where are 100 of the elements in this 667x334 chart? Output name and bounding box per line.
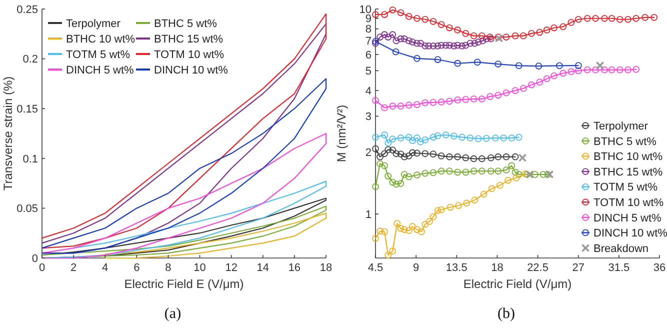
point [384,146,392,154]
point [454,153,461,160]
point [470,168,478,174]
point [409,137,416,144]
point [414,150,420,157]
point [494,92,502,99]
point [515,170,522,178]
point [389,102,396,110]
x-tick-label: 12 [225,262,238,274]
legend-label: TOTM 10 wt% [594,196,664,209]
point [462,30,470,37]
y-tick-label: 1 [365,208,372,221]
point [392,48,400,56]
x-tick-label: 8 [165,262,172,274]
point [414,54,420,62]
point [528,81,535,88]
x-axis-title: Electric Field (V/μm) [463,277,572,291]
point [409,222,416,230]
point [405,227,412,234]
point [409,38,416,46]
point [455,202,462,209]
point [474,135,482,142]
point [512,87,519,94]
point [376,153,384,160]
point [438,206,445,214]
x-tick-label: 2 [70,262,77,274]
y-tick-label: 3 [365,111,372,124]
point [584,66,591,74]
point [450,42,458,50]
point [508,162,516,170]
point [405,102,412,108]
point [550,72,558,80]
x-tick-label: 4.5 [368,262,384,274]
point [508,134,516,142]
point [454,42,461,49]
point [397,150,404,158]
y-tick-label: 0 [32,252,38,265]
point [543,75,550,82]
point [397,180,404,187]
point [446,168,453,174]
point [458,134,466,141]
point [384,252,392,259]
point [568,68,575,76]
legend-label: DINCH 10 wt% [154,64,228,76]
point [422,136,429,144]
point [446,153,453,160]
x-tick-label: 14 [256,262,270,274]
point [434,207,442,214]
point [624,16,632,23]
point [632,14,640,22]
point [474,58,481,66]
x-tick-label: 18 [320,262,332,274]
point [389,31,396,38]
point [372,134,379,141]
x-tick-label: 31.5 [608,262,630,274]
y-tick-label: 5 [365,66,372,78]
point [414,172,420,178]
line-series [41,78,327,254]
point [414,14,420,22]
point [405,37,412,44]
point [601,66,608,74]
point [536,28,544,36]
point [488,185,496,192]
point [438,152,445,160]
point [518,154,527,162]
y-tick-label: 9 [365,13,372,26]
point [512,153,519,160]
line-series [104,212,327,259]
y-axis-title: Transverse strain (%) [1,76,15,191]
point [478,32,486,40]
point [454,168,461,176]
point [381,31,388,38]
point [492,134,499,142]
point [480,190,488,198]
point [454,96,461,104]
point [430,18,437,25]
point [482,134,490,142]
point [372,234,379,242]
point [389,136,396,142]
x-tick-label: 13.5 [446,262,468,274]
point [414,101,420,108]
point [442,132,450,138]
point [397,35,404,42]
point [536,78,544,86]
point [532,170,539,178]
point [494,168,502,174]
y-tick-label: 4 [365,85,372,98]
point [438,168,445,174]
point [422,170,429,177]
legend-label: TOTM 10 wt% [154,48,224,61]
point [405,173,412,180]
point [418,228,425,236]
point [430,99,437,106]
point [471,196,478,204]
point [616,66,624,74]
text: (b) [498,306,515,322]
point [381,150,388,158]
point [462,168,470,176]
point [422,150,429,158]
point [450,132,458,140]
